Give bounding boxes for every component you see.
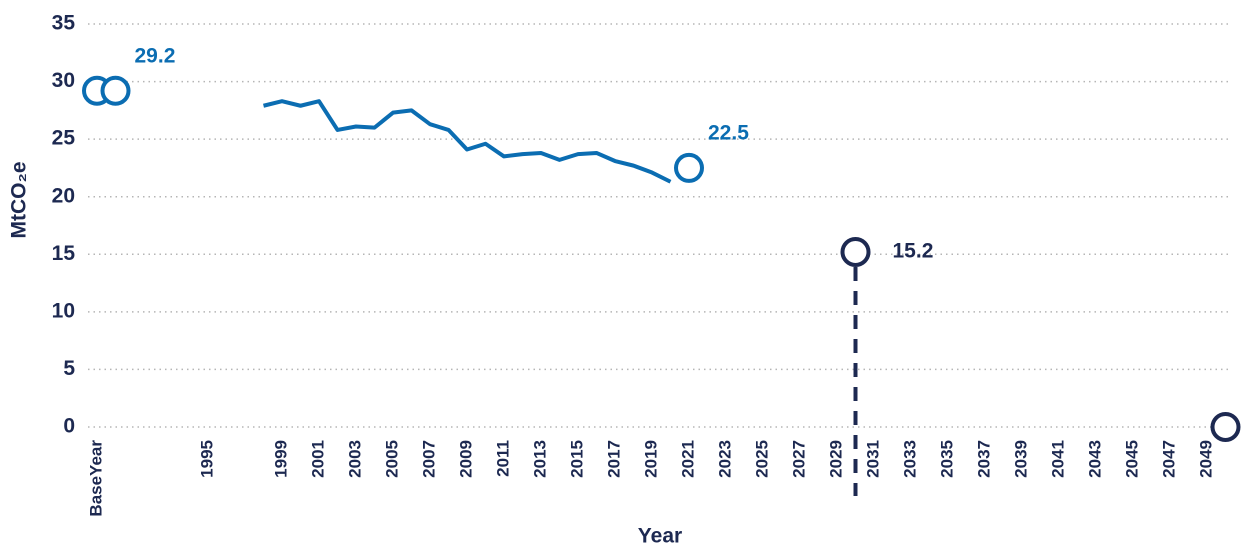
x-tick-label: 2003 [345,440,364,478]
marker [840,236,871,267]
x-tick-label: BaseYear [86,440,105,517]
y-axis-title: MtCO₂e [8,162,31,239]
x-tick-label: 2047 [1159,440,1178,478]
y-tick-label: 35 [52,12,76,35]
series-line [263,99,672,184]
x-tick-label: 2031 [863,440,882,478]
x-tick-label: 2039 [1011,440,1030,478]
x-tick-label: 2037 [974,440,993,478]
x-tick-label: 2005 [382,440,401,478]
x-tick-label: 2035 [937,440,956,478]
x-tick-label: 2041 [1048,440,1067,478]
x-tick-label: 2025 [752,440,771,478]
y-tick-label: 25 [52,127,76,150]
x-tick-label: 2023 [715,440,734,478]
x-tick-label: 2001 [308,440,327,478]
x-tick-label: 2029 [826,440,845,478]
x-tick-label: 2013 [530,440,549,478]
x-tick-label: 2009 [456,440,475,478]
y-tick-label: 30 [52,69,75,92]
data-label: 29.2 [135,44,176,67]
x-tick-label: 1995 [197,440,216,478]
marker [100,75,131,106]
y-tick-label: 5 [63,357,75,380]
marker [674,152,704,183]
x-tick-label: 2011 [493,440,512,477]
data-label: 15.2 [893,240,934,263]
x-tick-label: 2043 [1085,440,1104,478]
x-tick-label: 2015 [567,440,586,478]
x-tick-label: 2021 [678,440,697,478]
data-label: 22.5 [708,121,749,144]
x-axis-title: Year [638,525,682,547]
x-tick-label: 2019 [641,440,660,478]
x-tick-label: 2045 [1122,440,1141,478]
marker [1210,412,1241,442]
y-tick-label: 15 [52,242,76,265]
x-tick-label: 2017 [604,440,623,478]
y-tick-label: 20 [52,184,75,207]
x-tick-label: 2027 [789,440,808,478]
x-tick-label: 1999 [271,440,290,478]
x-tick-label: 2033 [900,440,919,478]
x-tick-label: 2049 [1196,440,1215,478]
x-tick-label: 2007 [419,440,438,478]
y-tick-label: 10 [52,299,75,322]
y-tick-label: 0 [63,415,75,438]
